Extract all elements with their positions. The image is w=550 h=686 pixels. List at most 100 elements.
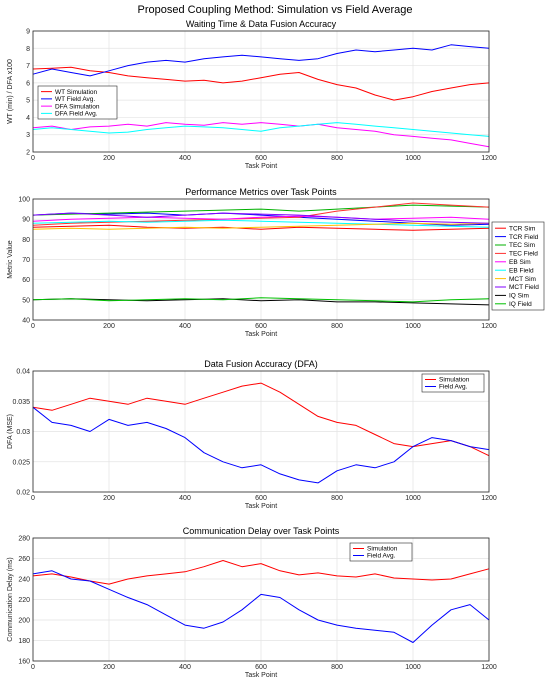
series-line-dfa-simulation (32, 122, 490, 148)
series-line-wt-field-avg (32, 44, 490, 77)
y-tick-label: 240 (18, 577, 30, 584)
x-tick-label: 800 (331, 664, 343, 671)
y-tick-label: 4 (26, 115, 30, 122)
legend-entry: IQ Sim (509, 293, 529, 300)
legend-entry: TCR Field (509, 234, 539, 241)
series-line-dfa-field-avg (32, 122, 490, 137)
x-tick-label: 200 (103, 664, 115, 671)
y-tick-label: 2 (26, 150, 30, 157)
y-tick-label: 260 (18, 556, 30, 563)
chart-title: Performance Metrics over Task Points (185, 187, 337, 197)
series-line-mct-sim (32, 222, 490, 230)
series-line-mct-field (32, 212, 490, 224)
series-line-iq-field (32, 297, 490, 303)
x-axis-label: Task Point (245, 503, 277, 510)
x-tick-label: 600 (255, 664, 267, 671)
axes-frame (32, 537, 490, 662)
y-tick-label: 280 (18, 536, 30, 543)
legend-entry: TEC Field (509, 251, 538, 258)
chart-title: Communication Delay over Task Points (183, 526, 340, 536)
series-line-simulation (32, 560, 490, 585)
x-tick-label: 400 (179, 155, 191, 162)
chart-title: Waiting Time & Data Fusion Accuracy (186, 19, 337, 29)
x-tick-label: 1200 (481, 664, 497, 671)
y-tick-label: 9 (26, 29, 30, 36)
figure-title: Proposed Coupling Method: Simulation vs … (138, 4, 413, 16)
x-axis-label: Task Point (245, 163, 277, 170)
legend-box (421, 373, 485, 393)
legend-entry: EB Sim (509, 259, 531, 266)
legend-entry: DFA Field Avg. (55, 111, 98, 118)
y-tick-label: 80 (22, 237, 30, 244)
series-line-tec-sim (32, 204, 490, 216)
x-tick-label: 1000 (405, 323, 421, 330)
x-tick-label: 1200 (481, 155, 497, 162)
x-tick-label: 0 (31, 664, 35, 671)
x-tick-label: 1000 (405, 495, 421, 502)
y-tick-label: 220 (18, 597, 30, 604)
x-tick-label: 800 (331, 495, 343, 502)
axes-frame (32, 370, 490, 493)
y-tick-label: 0.04 (16, 369, 30, 376)
chart-panel-2: 0 200 400 600 800 1000 1200 40 50 60 70 80 90 100 Perf… (7, 187, 545, 338)
x-tick-label: 200 (103, 323, 115, 330)
x-tick-label: 800 (331, 323, 343, 330)
x-tick-label: 600 (255, 323, 267, 330)
series-line-field-avg (32, 570, 490, 643)
axes-frame (32, 198, 490, 321)
x-tick-label: 0 (31, 495, 35, 502)
x-tick-label: 1000 (405, 664, 421, 671)
legend-entry: Field Avg. (367, 553, 396, 560)
x-tick-label: 0 (31, 323, 35, 330)
legend-entry: Simulation (439, 377, 470, 384)
legend-entry: TEC Sim (509, 242, 535, 249)
y-tick-label: 5 (26, 98, 30, 105)
legend-entry: Simulation (367, 546, 398, 553)
series-line-eb-sim (32, 215, 490, 222)
y-tick-label: 70 (22, 257, 30, 264)
legend-entry: TCR Sim (509, 225, 535, 232)
axes-frame (32, 30, 490, 153)
y-axis-label: Communication Delay (ms) (7, 557, 14, 641)
series-line-tec-field (32, 202, 490, 226)
series-line-tcr-sim (32, 224, 490, 231)
x-axis-label: Task Point (245, 331, 277, 338)
x-tick-label: 400 (179, 495, 191, 502)
y-tick-label: 0.035 (12, 399, 30, 406)
x-tick-label: 1200 (481, 323, 497, 330)
legend-entry: IQ Field (509, 301, 532, 308)
legend-entry: Field Avg. (439, 384, 468, 391)
y-tick-label: 90 (22, 217, 30, 224)
y-tick-label: 7 (26, 63, 30, 70)
y-tick-label: 3 (26, 132, 30, 139)
x-tick-label: 1000 (405, 155, 421, 162)
y-tick-label: 60 (22, 277, 30, 284)
x-tick-label: 600 (255, 495, 267, 502)
legend-entry: WT Field Avg. (55, 96, 95, 103)
y-tick-label: 50 (22, 297, 30, 304)
y-axis-label: WT (min) / DFA x100 (7, 59, 14, 124)
x-tick-label: 1200 (481, 495, 497, 502)
y-axis-label: Metric Value (7, 240, 14, 278)
chart-panel-3: 0 200 400 600 800 1000 1200 0.02 0.025 0.03 0.035 0… (7, 359, 497, 510)
y-tick-label: 40 (22, 318, 30, 325)
y-tick-label: 0.02 (16, 490, 30, 497)
series-line-field-avg (32, 406, 490, 484)
series-line-iq-sim (32, 298, 490, 306)
legend-entry: MCT Field (509, 284, 539, 291)
legend-entry: DFA Simulation (55, 103, 100, 110)
y-tick-label: 160 (18, 659, 30, 666)
chart-panel-1: 0 200 400 600 800 1000 1200 2 3 4 5 6 7 8 9 Waiting Tim… (7, 19, 497, 170)
y-tick-label: 6 (26, 80, 30, 87)
y-tick-label: 8 (26, 46, 30, 53)
y-tick-label: 0.03 (16, 429, 30, 436)
series-line-wt-simulation (32, 66, 490, 101)
series-line-eb-field (32, 219, 490, 228)
legend-box (349, 542, 413, 562)
x-tick-label: 800 (331, 155, 343, 162)
y-axis-label: DFA (MSE) (7, 414, 14, 449)
x-tick-label: 400 (179, 664, 191, 671)
